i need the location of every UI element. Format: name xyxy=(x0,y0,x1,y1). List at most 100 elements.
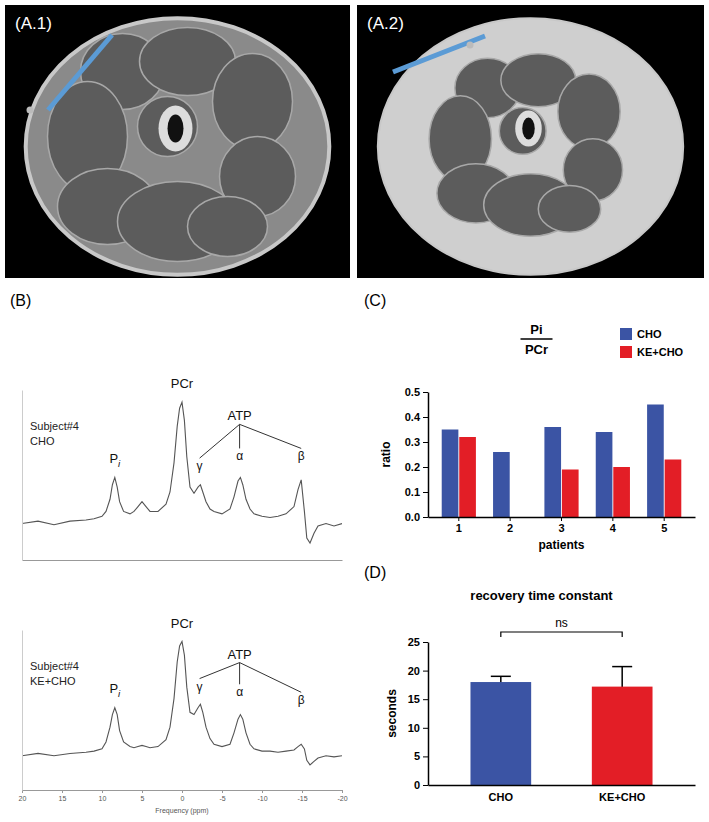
chart-title: recovery time constant xyxy=(470,588,613,603)
tick-label: 5 xyxy=(141,795,145,802)
peak-label-text: PCr xyxy=(171,616,194,631)
error-cap xyxy=(491,676,511,678)
tick-mark xyxy=(302,790,303,793)
fraction-bar xyxy=(521,338,553,340)
tick-mark xyxy=(423,467,428,468)
bar xyxy=(665,460,682,518)
mri-image: (A.1) xyxy=(5,5,350,278)
bars xyxy=(442,405,682,518)
tick: 15 xyxy=(59,790,67,802)
peak-label-text: α xyxy=(236,685,243,699)
x-axis-title: patients xyxy=(538,538,584,552)
tick-mark xyxy=(102,790,103,793)
tick: -20 xyxy=(337,790,347,802)
tick: -5 xyxy=(219,790,225,802)
legend-swatch xyxy=(620,328,632,340)
tick-label: -20 xyxy=(337,795,347,802)
peak-label-text: P xyxy=(109,681,118,696)
peak-label: Pi xyxy=(109,681,121,699)
tick-mark xyxy=(664,517,665,521)
peak-label-subscript: i xyxy=(118,688,121,699)
tick-label: -5 xyxy=(219,795,225,802)
tick-label: 0.3 xyxy=(405,436,420,448)
tick: 1 xyxy=(456,517,462,534)
bar xyxy=(562,470,579,518)
bar xyxy=(592,687,653,785)
legend-label: KE+CHO xyxy=(637,346,684,358)
tick: 10 xyxy=(99,790,107,802)
tick: 10 xyxy=(408,722,428,734)
tick-label: -10 xyxy=(257,795,267,802)
tick-label: 3 xyxy=(558,522,564,534)
tick-label: 25 xyxy=(408,636,420,648)
tick-mark xyxy=(262,790,263,793)
tick-mark xyxy=(458,517,459,521)
x-axis: 20151050-5-10-15-20 xyxy=(19,790,348,802)
bar xyxy=(647,405,664,518)
bar xyxy=(613,467,630,517)
bracket-line xyxy=(200,424,240,458)
tick-mark xyxy=(62,790,63,793)
tick: 0.5 xyxy=(405,386,428,398)
muscle xyxy=(499,107,546,154)
bar xyxy=(442,430,459,518)
peak-label-text: γ xyxy=(197,459,203,473)
tick: 0.4 xyxy=(405,411,428,423)
tick-mark xyxy=(423,756,428,757)
y-axis xyxy=(22,391,23,561)
tick: -10 xyxy=(257,790,267,802)
chart-title: PCr xyxy=(525,342,548,357)
tick-mark xyxy=(612,517,613,521)
tick-mark xyxy=(222,790,223,793)
legend-swatch xyxy=(620,346,632,358)
spectrum-line xyxy=(22,402,342,543)
tick-label: KE+CHO xyxy=(599,791,646,803)
tick-mark xyxy=(423,517,428,518)
bar xyxy=(470,682,531,785)
femur-marrow xyxy=(522,118,534,140)
tick-label: 10 xyxy=(408,722,420,734)
peak-label: ATP xyxy=(227,408,251,423)
femur xyxy=(515,111,542,147)
peak-label-subscript: i xyxy=(118,458,121,469)
tick: 5 xyxy=(661,517,667,534)
tick: 0 xyxy=(181,790,185,802)
tick: 0.0 xyxy=(405,511,428,523)
tick: -15 xyxy=(297,790,307,802)
tick-mark xyxy=(182,790,183,793)
tick: CHO xyxy=(489,785,514,803)
bar xyxy=(544,427,561,517)
spectrum-title: Subject#4 xyxy=(30,420,79,432)
tick-label: 15 xyxy=(59,795,67,802)
peak-label-text: PCr xyxy=(171,376,194,391)
thigh-outline xyxy=(378,18,683,275)
tick-mark xyxy=(423,728,428,729)
panel-label: (B) xyxy=(10,292,31,309)
tick-mark xyxy=(423,392,428,393)
marker-dot xyxy=(27,107,34,114)
panel-label: (A.1) xyxy=(15,14,52,33)
tick-label: CHO xyxy=(489,791,514,803)
tick: KE+CHO xyxy=(599,785,646,803)
tick: 0.2 xyxy=(405,461,428,473)
bracket-line xyxy=(240,424,302,448)
peak-label: ATP xyxy=(227,647,251,662)
peak-label-text: ATP xyxy=(227,647,251,662)
significance-bracket xyxy=(501,632,622,637)
peak-label: α xyxy=(236,685,243,699)
significance-label: ns xyxy=(555,616,568,630)
bracket-line xyxy=(239,424,240,448)
coil-position xyxy=(48,35,112,110)
peak-label: β xyxy=(298,449,305,463)
x-axis xyxy=(23,560,343,561)
spectrum-subtitle: CHO xyxy=(30,435,55,447)
coil-position xyxy=(393,36,485,72)
tick-label: 1 xyxy=(456,522,462,534)
muscles xyxy=(48,28,296,262)
x-axis-title: Frequency (ppm) xyxy=(155,807,208,815)
peak-label-text: ATP xyxy=(227,408,251,423)
peak-label: γ xyxy=(197,680,203,694)
axis-line xyxy=(428,643,430,786)
bracket-line xyxy=(239,663,240,685)
spectrum-line xyxy=(22,641,342,764)
